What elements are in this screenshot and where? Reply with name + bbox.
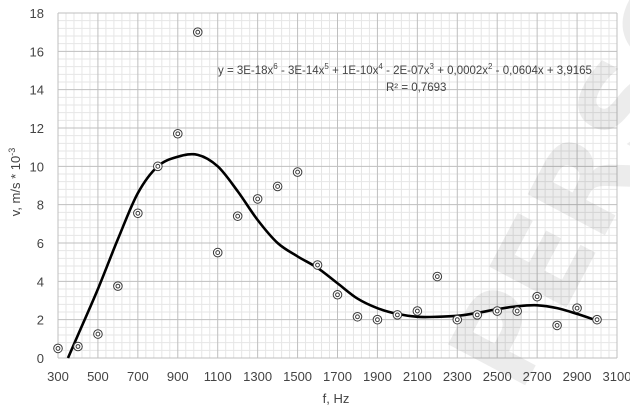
- data-point: [392, 310, 403, 320]
- y-tick-label: 6: [37, 236, 44, 251]
- equation-term: y = 3E-18x: [218, 65, 274, 77]
- data-point: [133, 208, 143, 219]
- equation-term: - 3E-14x: [278, 65, 325, 77]
- data-point: [153, 161, 163, 172]
- data-point: [452, 314, 463, 325]
- x-tick-label: 2700: [523, 369, 552, 384]
- data-point: [532, 291, 542, 302]
- data-point: [93, 329, 103, 339]
- x-tick-label: 700: [127, 369, 149, 384]
- x-tick-label: 2100: [403, 369, 432, 384]
- x-axis-ticks: 300 500 700 900 1100 1300 1500 1700 1900 2100 2300…: [47, 369, 630, 384]
- data-point: [53, 343, 63, 354]
- x-tick-label: 1700: [323, 369, 352, 384]
- y-tick-label: 0: [37, 351, 44, 366]
- data-point: [172, 128, 183, 139]
- data-point: [372, 314, 383, 325]
- r-squared: R² = 0,7693: [386, 82, 446, 94]
- y-tick-label: 10: [30, 159, 44, 174]
- data-point: [252, 194, 263, 204]
- data-point: [412, 306, 423, 316]
- data-point: [192, 27, 203, 37]
- major-grid: [57, 12, 618, 359]
- x-tick-label: 900: [167, 369, 189, 384]
- x-axis-title: f, Hz: [323, 391, 350, 406]
- equation-exponent: 4: [378, 62, 383, 71]
- y-tick-label: 4: [37, 274, 44, 289]
- data-point: [352, 311, 363, 322]
- x-tick-label: 2300: [443, 369, 472, 384]
- data-point: [292, 167, 303, 177]
- equation-term: + 1E-10x: [329, 65, 379, 77]
- data-point: [73, 341, 83, 352]
- y-tick-label: 8: [37, 198, 44, 213]
- equation-exponent: 3: [430, 62, 435, 71]
- y-tick-label: 2: [37, 313, 44, 328]
- equation-term: - 0,0604x + 3,9165: [492, 65, 591, 77]
- x-tick-label: 1300: [243, 369, 272, 384]
- x-tick-label: 3100: [603, 369, 630, 384]
- y-tick-label: 12: [30, 121, 44, 136]
- data-point: [492, 306, 503, 316]
- equation-term: + 0,0002x: [434, 65, 488, 77]
- trendline: [66, 152, 598, 359]
- data-point: [312, 260, 323, 270]
- data-point: [512, 306, 522, 316]
- y-axis-title: v, m/s * 10-3: [7, 148, 23, 216]
- x-tick-label: 2900: [563, 369, 592, 384]
- data-point: [472, 310, 483, 320]
- y-axis-ticks: 0 2 4 6 8 10 12 14 16 18: [30, 6, 44, 366]
- data-point: [332, 289, 343, 300]
- x-tick-label: 2500: [483, 369, 512, 384]
- y-tick-label: 16: [30, 44, 44, 59]
- x-tick-label: 1100: [204, 369, 232, 384]
- equation-term: - 2E-07x: [383, 65, 430, 77]
- x-tick-label: 1500: [283, 369, 312, 384]
- y-axis-title-exponent: -3: [7, 148, 17, 156]
- data-point: [552, 320, 562, 331]
- data-point: [272, 181, 283, 192]
- y-axis-title-base: v, m/s * 10: [8, 156, 23, 216]
- y-tick-label: 18: [30, 6, 44, 21]
- x-tick-label: 300: [47, 369, 69, 384]
- data-point: [592, 314, 602, 325]
- equation-exponent: 2: [488, 62, 493, 71]
- data-point: [113, 281, 123, 291]
- data-point: [212, 247, 223, 258]
- x-tick-label: 500: [87, 369, 109, 384]
- data-point: [432, 271, 443, 282]
- data-points: [53, 27, 602, 354]
- data-point: [572, 303, 582, 313]
- trendline-equation: y = 3E-18x6 - 3E-14x5 + 1E-10x4 - 2E-07x…: [218, 62, 592, 77]
- data-point: [232, 211, 243, 221]
- x-tick-label: 1900: [363, 369, 392, 384]
- equation-exponent: 6: [273, 62, 278, 71]
- y-tick-label: 14: [30, 83, 44, 98]
- equation-exponent: 5: [324, 62, 329, 71]
